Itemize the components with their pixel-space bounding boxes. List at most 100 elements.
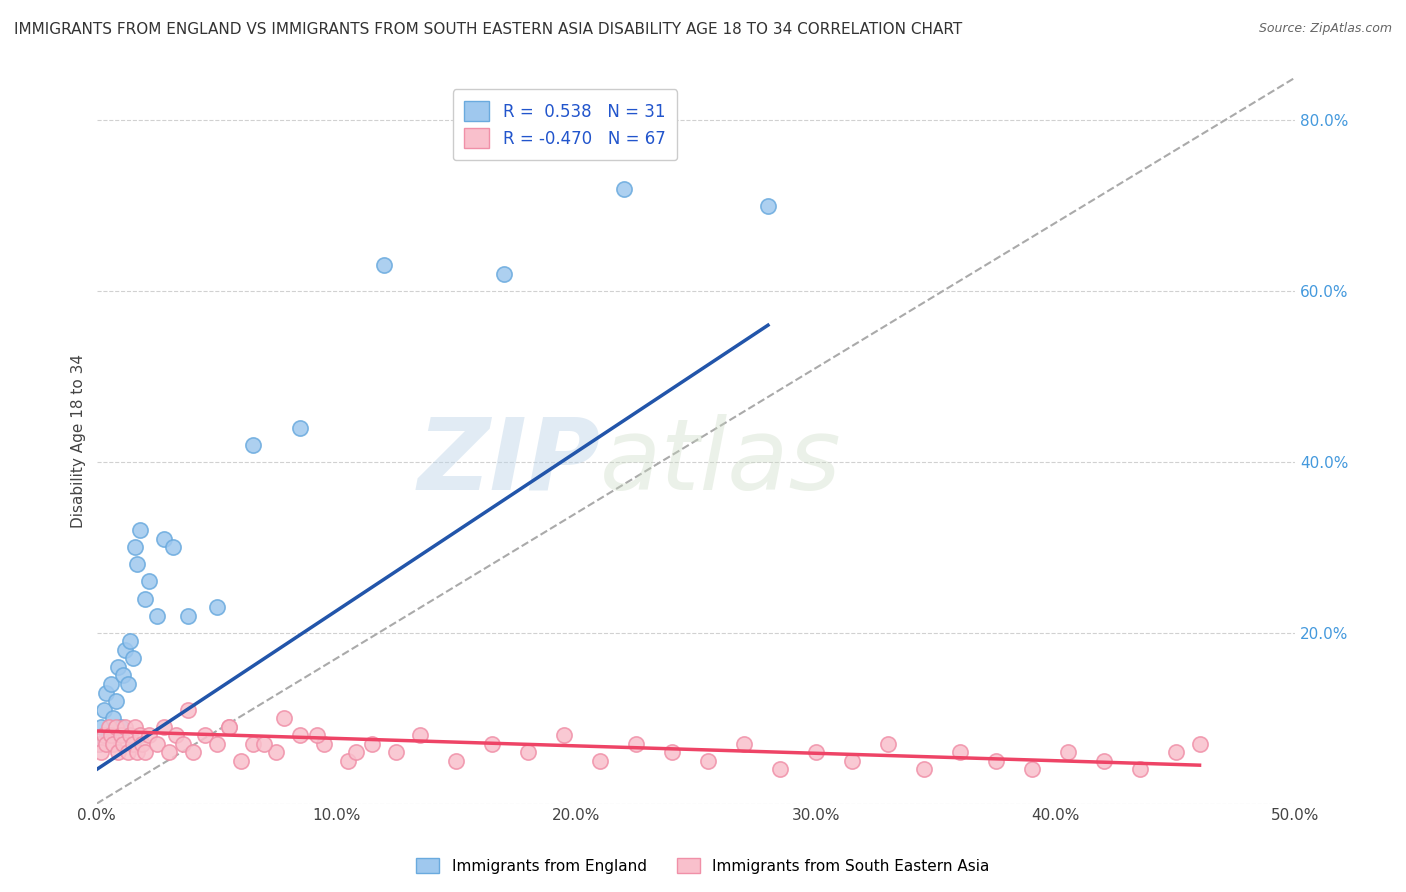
Point [177,703,200,717]
Point [373,259,395,273]
Point [494,267,516,281]
Point [134,745,156,759]
Point [114,643,136,657]
Point [131,737,153,751]
Point [697,754,720,768]
Point [242,438,264,452]
Point [97,728,120,742]
Point [103,737,125,751]
Point [157,745,180,759]
Point [912,763,935,777]
Point [337,754,360,768]
Point [769,763,792,777]
Point [96,685,118,699]
Point [361,737,384,751]
Point [117,745,139,759]
Point [112,737,135,751]
Point [1188,737,1211,751]
Point [103,711,125,725]
Text: Source: ZipAtlas.com: Source: ZipAtlas.com [1258,22,1392,36]
Point [242,737,264,751]
Point [181,745,204,759]
Point [104,694,127,708]
Text: ZIP: ZIP [418,414,600,511]
Point [110,720,132,734]
Point [1092,754,1115,768]
Point [307,728,329,742]
Point [409,728,432,742]
Point [134,591,156,606]
Point [152,720,174,734]
Point [841,754,863,768]
Point [120,634,142,648]
Y-axis label: Disability Age 18 to 34: Disability Age 18 to 34 [72,353,86,527]
Point [93,728,115,742]
Point [110,728,132,742]
Point [733,737,755,751]
Point [124,720,146,734]
Point [253,737,276,751]
Point [205,737,228,751]
Point [553,728,575,742]
Point [1021,763,1043,777]
Point [290,728,312,742]
Point [589,754,612,768]
Point [114,720,136,734]
Point [96,737,118,751]
Point [314,737,336,751]
Text: atlas: atlas [600,414,842,511]
Point [205,600,228,615]
Point [120,728,142,742]
Point [229,754,252,768]
Point [613,181,636,195]
Text: IMMIGRANTS FROM ENGLAND VS IMMIGRANTS FROM SOUTH EASTERN ASIA DISABILITY AGE 18 : IMMIGRANTS FROM ENGLAND VS IMMIGRANTS FR… [14,22,962,37]
Point [446,754,468,768]
Point [1129,763,1152,777]
Point [138,574,160,589]
Point [344,745,367,759]
Point [876,737,898,751]
Point [128,523,150,537]
Point [107,660,129,674]
Point [127,558,149,572]
Point [162,541,184,555]
Point [100,728,122,742]
Point [661,745,683,759]
Point [112,668,135,682]
Point [152,532,174,546]
Legend: R =  0.538   N = 31, R = -0.470   N = 67: R = 0.538 N = 31, R = -0.470 N = 67 [453,89,678,160]
Point [218,720,240,734]
Point [104,720,127,734]
Point [121,737,143,751]
Point [1164,745,1187,759]
Point [124,541,146,555]
Point [481,737,503,751]
Point [100,677,122,691]
Point [97,720,120,734]
Point [1056,745,1078,759]
Point [266,745,288,759]
Point [273,711,295,725]
Point [193,728,215,742]
Point [949,745,972,759]
Point [172,737,194,751]
Point [87,737,110,751]
Point [90,745,112,759]
Point [117,677,139,691]
Point [624,737,647,751]
Point [756,198,779,212]
Point [145,608,167,623]
Point [107,745,129,759]
Point [128,728,150,742]
Point [517,745,540,759]
Point [218,720,240,734]
Point [804,745,827,759]
Point [121,651,143,665]
Point [138,728,160,742]
Point [87,737,110,751]
Point [127,745,149,759]
Point [90,720,112,734]
Point [290,421,312,435]
Point [93,703,115,717]
Point [165,728,187,742]
